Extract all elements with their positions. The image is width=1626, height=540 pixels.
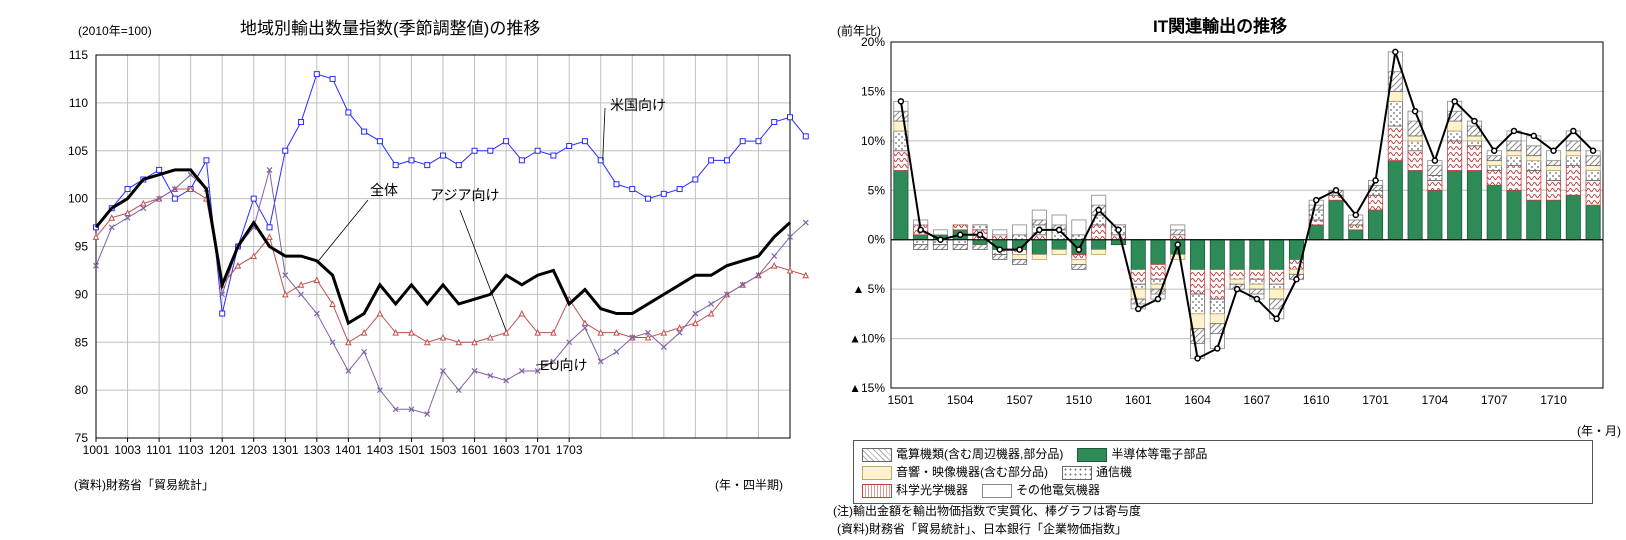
svg-text:0%: 0% [868,233,886,247]
svg-text:95: 95 [75,240,89,254]
legend-item-sci: 科学光学機器 [862,481,968,499]
legend-label-comm: 通信機 [1096,465,1132,479]
svg-text:1607: 1607 [1244,393,1271,407]
svg-text:1501: 1501 [888,393,915,407]
svg-text:110: 110 [69,96,88,110]
svg-text:1504: 1504 [947,393,974,407]
svg-text:1601: 1601 [461,443,488,457]
svg-text:▲10%: ▲10% [849,332,885,346]
left-chart-svg: 7580859095100105110115100110031101110312… [0,0,813,470]
svg-text:1203: 1203 [240,443,267,457]
right-source: (資料)財務省「貿易統計」、日本銀行「企業物価指数」 [837,520,1127,537]
svg-text:15%: 15% [861,84,885,98]
svg-text:115: 115 [69,48,88,62]
right-legend: 電算機類(含む周辺機器,部分品) 半導体等電子部品 音響・映像機器(含む部分品)… [853,440,1593,504]
svg-text:1710: 1710 [1540,393,1567,407]
svg-text:1604: 1604 [1184,393,1211,407]
legend-label-other: その他電気機器 [1016,483,1100,497]
svg-text:1101: 1101 [146,443,172,457]
swatch-other-icon [982,484,1012,498]
svg-text:100: 100 [68,192,88,206]
svg-text:1401: 1401 [335,443,362,457]
svg-text:1603: 1603 [493,443,520,457]
svg-text:1103: 1103 [178,443,204,457]
svg-text:EU向け: EU向け [540,357,587,373]
svg-text:1501: 1501 [398,443,425,457]
swatch-semi-icon [1077,448,1107,462]
legend-label-comp: 電算機類(含む周辺機器,部分品) [896,447,1063,461]
left-x-unit: (年・四半期) [715,476,783,493]
right-x-unit: (年・月) [1577,422,1621,439]
legend-item-semi: 半導体等電子部品 [1077,445,1207,463]
svg-text:1201: 1201 [209,443,236,457]
svg-text:10%: 10% [861,134,885,148]
svg-text:80: 80 [75,383,89,397]
left-chart-panel: 地域別輸出数量指数(季節調整値)の推移 (2010年=100) 75808590… [0,0,813,540]
legend-item-other: その他電気機器 [982,481,1100,499]
legend-label-sci: 科学光学機器 [896,483,968,497]
right-note: (注)輸出金額を輸出物価指数で実質化、棒グラフは寄与度 [833,502,1141,519]
right-chart-panel: IT関連輸出の推移 (前年比) ▲15%▲10%▲ 5%0%5%10%15%20… [813,0,1626,540]
svg-text:1403: 1403 [367,443,394,457]
swatch-sci-icon [862,484,892,498]
legend-label-semi: 半導体等電子部品 [1111,447,1207,461]
svg-text:1503: 1503 [430,443,457,457]
svg-text:1707: 1707 [1481,393,1508,407]
svg-text:5%: 5% [868,183,886,197]
svg-text:1610: 1610 [1303,393,1330,407]
svg-text:20%: 20% [861,35,885,49]
svg-text:105: 105 [68,144,88,158]
svg-text:1001: 1001 [83,443,110,457]
svg-text:1507: 1507 [1006,393,1033,407]
legend-item-audio: 音響・映像機器(含む部分品) [862,463,1048,481]
swatch-audio-icon [862,466,892,480]
svg-text:85: 85 [75,335,89,349]
svg-text:1703: 1703 [556,443,583,457]
legend-label-audio: 音響・映像機器(含む部分品) [896,465,1048,479]
svg-text:▲15%: ▲15% [849,381,885,395]
legend-item-comp: 電算機類(含む周辺機器,部分品) [862,445,1063,463]
svg-text:米国向け: 米国向け [610,97,666,113]
svg-text:1510: 1510 [1066,393,1093,407]
right-chart-svg: ▲15% ▲10% ▲ 5% 0% 5% 10% 15% 20% 1501 1504 1507 151… [813,0,1626,470]
swatch-comp-icon [862,448,892,462]
legend-item-comm: 通信機 [1062,463,1132,481]
svg-text:1003: 1003 [114,443,141,457]
svg-text:1701: 1701 [1362,393,1389,407]
svg-text:1704: 1704 [1422,393,1449,407]
svg-text:1601: 1601 [1125,393,1152,407]
left-source: (資料)財務省「貿易統計」 [74,476,214,493]
svg-text:90: 90 [75,287,89,301]
svg-text:1301: 1301 [272,443,299,457]
svg-text:全体: 全体 [370,182,398,198]
svg-text:1701: 1701 [524,443,551,457]
svg-text:▲ 5%: ▲ 5% [852,282,885,296]
svg-text:1303: 1303 [303,443,330,457]
swatch-comm-icon [1062,466,1092,480]
svg-text:アジア向け: アジア向け [430,187,499,203]
